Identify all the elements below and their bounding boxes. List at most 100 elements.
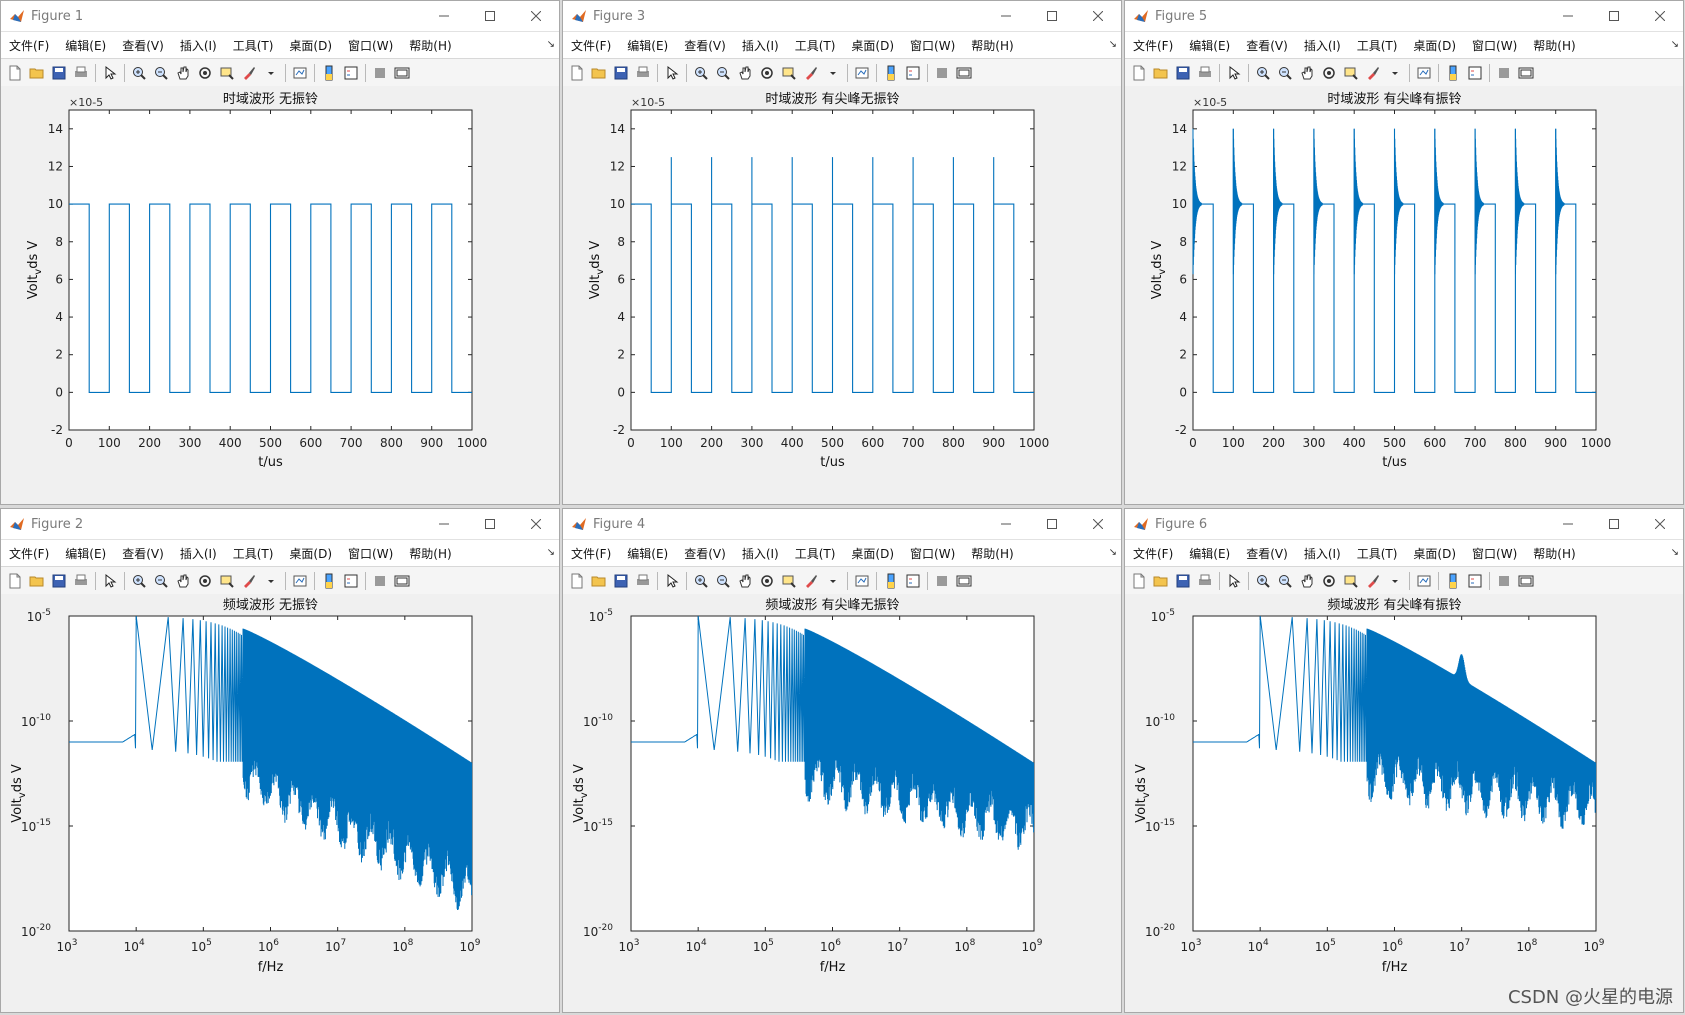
figure-window-2[interactable]: Figure 3 文件(F) 编辑(E) 查看(V) 插入(I) 工具(T) 桌面(D) 窗…	[562, 0, 1122, 505]
figure-window-5[interactable]: Figure 4 文件(F) 编辑(E) 查看(V) 插入(I) 工具(T) 桌面(D) 窗…	[562, 508, 1122, 1013]
menu-item[interactable]: 工具(T)	[232, 38, 274, 53]
title-bar[interactable]: Figure 6	[1125, 509, 1683, 540]
menu-item[interactable]: 编辑(E)	[65, 38, 107, 53]
menu-item[interactable]: 编辑(E)	[627, 38, 669, 53]
colorbar-button[interactable]	[880, 62, 902, 84]
menu-item[interactable]: 帮助(H)	[1533, 546, 1576, 561]
open-file-button[interactable]	[26, 570, 48, 592]
save-button[interactable]	[48, 62, 70, 84]
dropdown-button[interactable]	[1384, 62, 1406, 84]
menu-item[interactable]: 桌面(D)	[289, 546, 333, 561]
open-file-button[interactable]	[1150, 570, 1172, 592]
menu-overflow-icon[interactable]: ↘	[1670, 39, 1679, 50]
save-button[interactable]	[610, 570, 632, 592]
axes-area[interactable]: 频域波形 有尖峰无振铃 103 104 105 106 107 108 109 10-20 10-…	[563, 594, 1122, 1013]
hide-tools-button[interactable]	[1493, 570, 1515, 592]
menu-item[interactable]: 桌面(D)	[1413, 546, 1457, 561]
menu-item[interactable]: 工具(T)	[1356, 546, 1398, 561]
menu-item[interactable]: 桌面(D)	[1413, 38, 1457, 53]
colorbar-button[interactable]	[1442, 570, 1464, 592]
zoom-out-button[interactable]	[1274, 570, 1296, 592]
menu-item[interactable]: 窗口(W)	[348, 546, 394, 561]
minimize-button[interactable]	[983, 1, 1029, 31]
minimize-button[interactable]	[1545, 1, 1591, 31]
new-figure-button[interactable]	[566, 570, 588, 592]
minimize-button[interactable]	[1545, 509, 1591, 539]
menu-item[interactable]: 文件(F)	[9, 546, 50, 561]
brush-button[interactable]	[238, 570, 260, 592]
pointer-button[interactable]	[1223, 570, 1245, 592]
print-button[interactable]	[1194, 62, 1216, 84]
dropdown-button[interactable]	[822, 570, 844, 592]
open-file-button[interactable]	[1150, 62, 1172, 84]
menu-item[interactable]: 帮助(H)	[409, 38, 452, 53]
zoom-out-button[interactable]	[150, 570, 172, 592]
brush-button[interactable]	[800, 570, 822, 592]
colorbar-button[interactable]	[880, 570, 902, 592]
rotate-button[interactable]	[756, 62, 778, 84]
zoom-in-button[interactable]	[1252, 62, 1274, 84]
save-button[interactable]	[48, 570, 70, 592]
link-plot-button[interactable]	[1413, 570, 1435, 592]
zoom-in-button[interactable]	[690, 62, 712, 84]
pan-button[interactable]	[734, 62, 756, 84]
title-bar[interactable]: Figure 4	[563, 509, 1121, 540]
menu-item[interactable]: 文件(F)	[1133, 38, 1174, 53]
menu-overflow-icon[interactable]: ↘	[1670, 547, 1679, 558]
dock-button[interactable]	[1515, 62, 1537, 84]
dock-button[interactable]	[391, 570, 413, 592]
dropdown-button[interactable]	[1384, 570, 1406, 592]
close-button[interactable]	[513, 1, 559, 31]
menu-item[interactable]: 帮助(H)	[1533, 38, 1576, 53]
minimize-button[interactable]	[983, 509, 1029, 539]
minimize-button[interactable]	[421, 1, 467, 31]
axes-area[interactable]: 时域波形 有尖峰有振铃 ×10-5 0 100 200 300 400 500 600 700 80…	[1125, 86, 1684, 505]
chart-svg[interactable]: 频域波形 有尖峰有振铃 103 104 105 106 107 108 109 10-20 10-…	[1125, 594, 1684, 1013]
menu-overflow-icon[interactable]: ↘	[1108, 39, 1117, 50]
title-bar[interactable]: Figure 1	[1, 1, 559, 32]
menu-item[interactable]: 文件(F)	[1133, 546, 1174, 561]
title-bar[interactable]: Figure 2	[1, 509, 559, 540]
menu-item[interactable]: 工具(T)	[794, 546, 836, 561]
dropdown-button[interactable]	[260, 570, 282, 592]
data-cursor-button[interactable]	[778, 62, 800, 84]
menu-item[interactable]: 文件(F)	[571, 546, 612, 561]
zoom-out-button[interactable]	[150, 62, 172, 84]
close-button[interactable]	[1637, 509, 1683, 539]
legend-button[interactable]	[1464, 570, 1486, 592]
print-button[interactable]	[1194, 570, 1216, 592]
zoom-out-button[interactable]	[1274, 62, 1296, 84]
legend-button[interactable]	[902, 62, 924, 84]
new-figure-button[interactable]	[1128, 570, 1150, 592]
zoom-out-button[interactable]	[712, 62, 734, 84]
rotate-button[interactable]	[756, 570, 778, 592]
menu-item[interactable]: 窗口(W)	[1472, 546, 1518, 561]
close-button[interactable]	[513, 509, 559, 539]
hide-tools-button[interactable]	[369, 570, 391, 592]
figure-window-3[interactable]: Figure 5 文件(F) 编辑(E) 查看(V) 插入(I) 工具(T) 桌面(D) 窗…	[1124, 0, 1684, 505]
chart-svg[interactable]: 时域波形 无振铃×10-50 100 200 300 400 500 600 700 800 90…	[1, 86, 560, 505]
axes-area[interactable]: 时域波形 有尖峰无振铃 ×10-5 0 100 200 300 400 500 600 700 80…	[563, 86, 1121, 504]
menu-item[interactable]: 查看(V)	[1246, 38, 1288, 53]
pointer-button[interactable]	[99, 62, 121, 84]
dropdown-button[interactable]	[260, 62, 282, 84]
rotate-button[interactable]	[1318, 62, 1340, 84]
legend-button[interactable]	[340, 570, 362, 592]
menu-item[interactable]: 编辑(E)	[1189, 546, 1231, 561]
axes-area[interactable]: 频域波形 无振铃 103 104 105 106 107 108 109 10-20 10-15 1…	[1, 594, 559, 1012]
title-bar[interactable]: Figure 5	[1125, 1, 1683, 32]
print-button[interactable]	[70, 570, 92, 592]
pan-button[interactable]	[1296, 62, 1318, 84]
chart-svg[interactable]: 时域波形 有尖峰有振铃×10-50 100 200 300 400 500 600 700 80…	[1125, 86, 1684, 505]
menu-item[interactable]: 工具(T)	[1356, 38, 1398, 53]
brush-button[interactable]	[1362, 62, 1384, 84]
menu-item[interactable]: 查看(V)	[122, 38, 164, 53]
maximize-button[interactable]	[1029, 509, 1075, 539]
pan-button[interactable]	[172, 570, 194, 592]
brush-button[interactable]	[800, 62, 822, 84]
chart-svg[interactable]: 频域波形 有尖峰无振铃 103 104 105 106 107 108 109 10-20 10-…	[563, 594, 1122, 1013]
legend-button[interactable]	[902, 570, 924, 592]
menu-item[interactable]: 编辑(E)	[627, 546, 669, 561]
save-button[interactable]	[1172, 62, 1194, 84]
pointer-button[interactable]	[661, 570, 683, 592]
